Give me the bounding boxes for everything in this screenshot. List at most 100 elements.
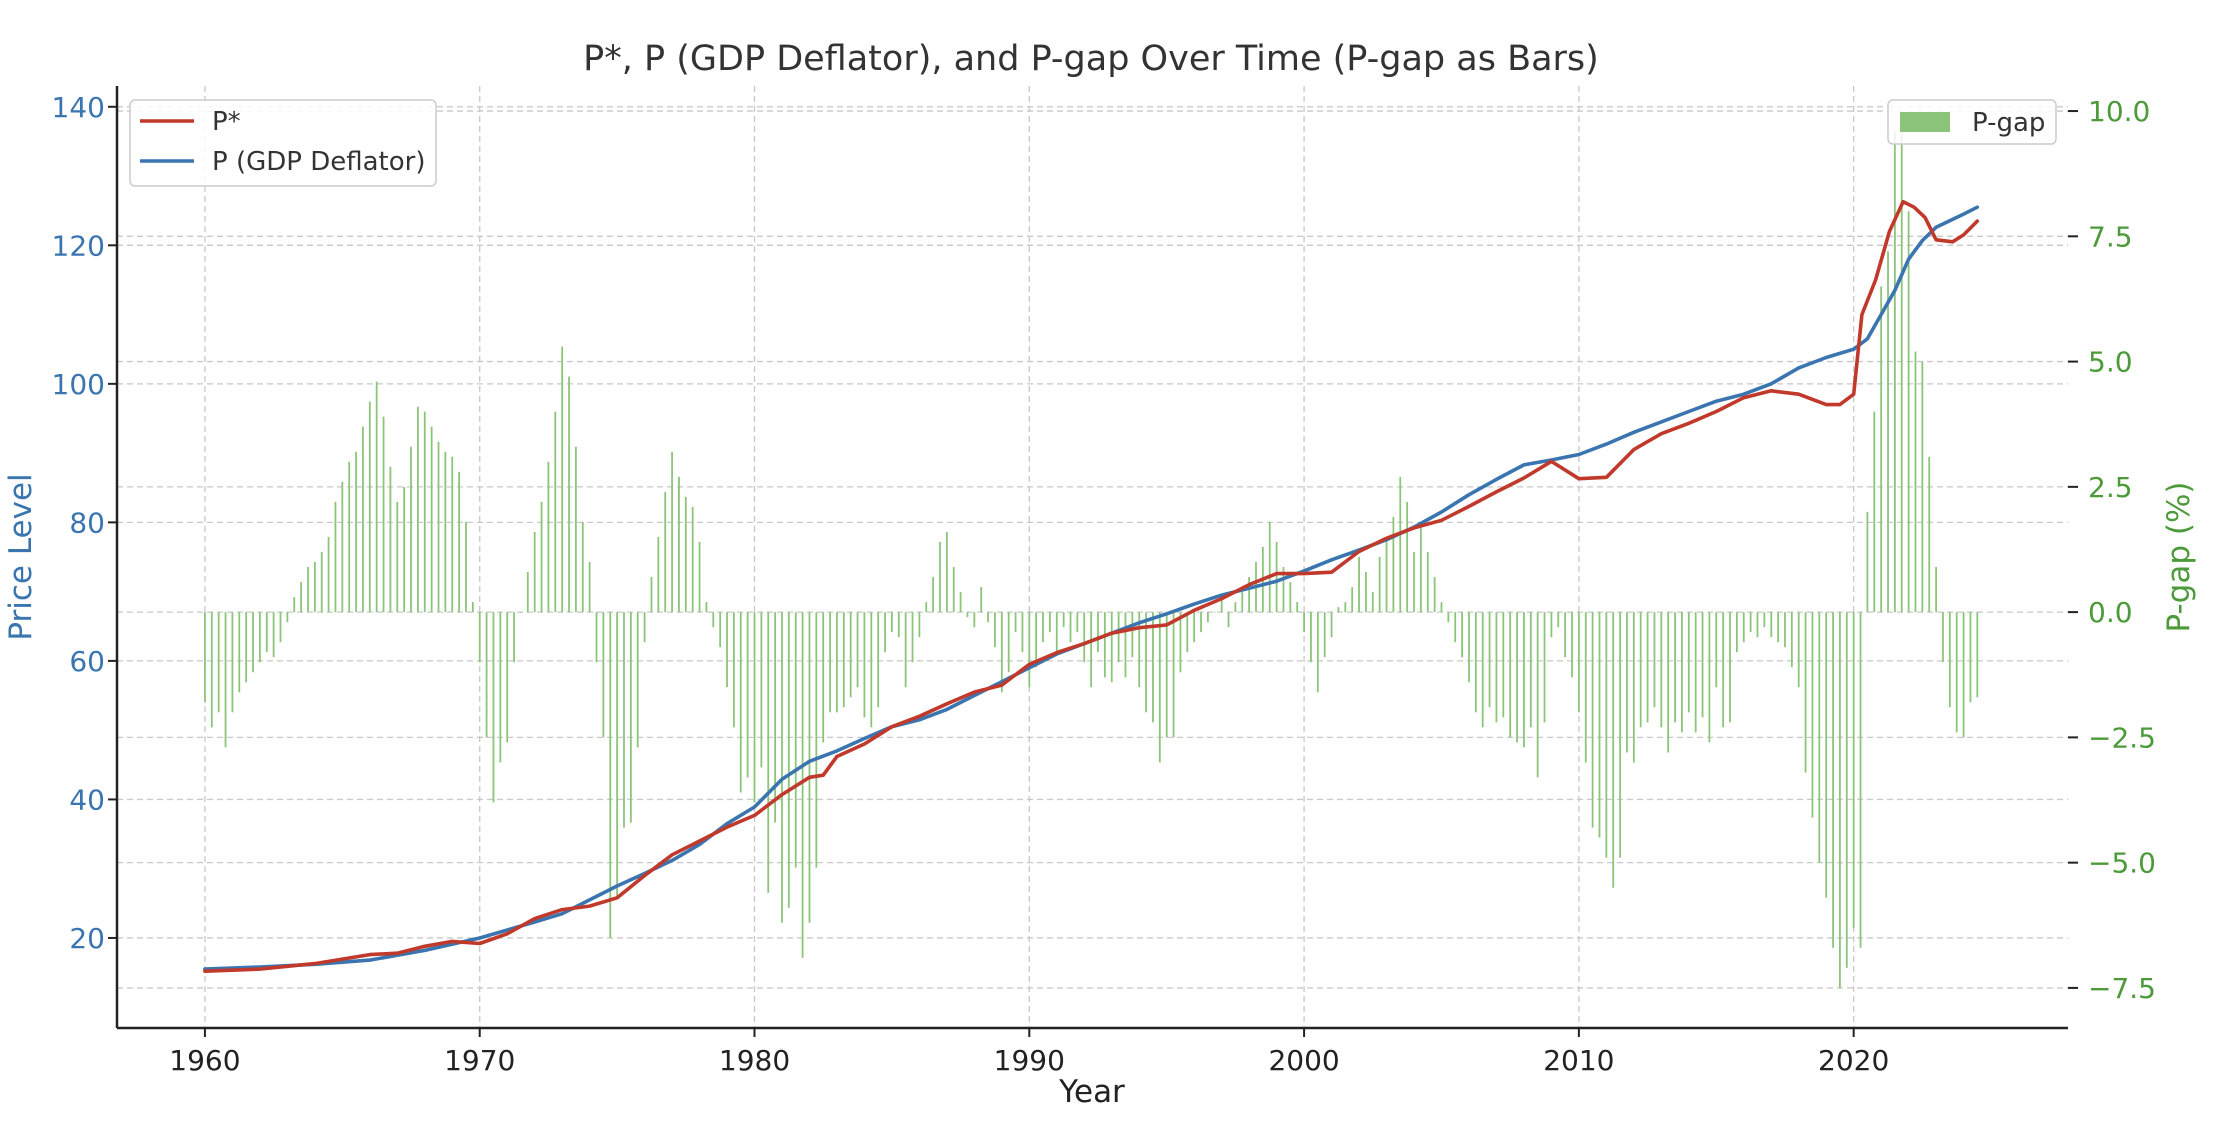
- p-gap-bar: [1310, 612, 1312, 663]
- right-gridlines: [117, 110, 2068, 989]
- legend-gap-label: P-gap: [1972, 108, 2045, 138]
- p-gap-bar: [1852, 612, 1855, 928]
- right-axis-ticks: −7.5 −5.0 −2.5 0.0 2.5 5.0 7.5 10.0: [2068, 95, 2156, 1005]
- p-gap-bar: [1887, 251, 1889, 613]
- left-tick-label: 60: [69, 645, 105, 678]
- p-gap-bar: [733, 612, 735, 728]
- p-gap-bar: [801, 612, 804, 958]
- p-gap-bar: [1660, 612, 1663, 728]
- p-gap-bar: [1893, 131, 1896, 613]
- p-gap-bar: [1976, 612, 1979, 698]
- p-gap-bar: [1152, 612, 1154, 723]
- p-gap-bar: [1811, 612, 1814, 818]
- p-gap-bar: [1303, 612, 1305, 633]
- p-gap-bar: [554, 411, 557, 613]
- p-gap-bar: [1330, 612, 1333, 638]
- p-gap-bar: [258, 612, 261, 663]
- right-tick-label: −5.0: [2088, 847, 2156, 880]
- p-gap-bar: [1550, 612, 1553, 638]
- x-tick-label: 1960: [169, 1044, 240, 1077]
- p-gap-bar: [1371, 592, 1374, 613]
- p-gap-bar: [1124, 612, 1127, 678]
- p-gap-bar: [1014, 612, 1017, 633]
- p-gap-bar: [1763, 612, 1766, 628]
- p-gap-bar: [1207, 612, 1209, 623]
- legend-p-label: P (GDP Deflator): [212, 147, 425, 177]
- p-gap-bar: [1488, 612, 1491, 708]
- p-gap-bar: [355, 451, 357, 613]
- right-axis-title: P-gap (%): [2161, 481, 2197, 632]
- p-gap-bar: [1777, 612, 1779, 643]
- p-gap-bar: [1626, 612, 1628, 753]
- p-gap-bar: [945, 531, 948, 613]
- p-gap-bar: [1158, 612, 1161, 763]
- p-gap-bar: [1845, 612, 1848, 968]
- p-gap-bar: [891, 612, 893, 633]
- p-gap-bar: [341, 481, 344, 613]
- p-gap-bar: [348, 461, 351, 613]
- p-gap-bar: [1509, 612, 1512, 738]
- p-gap-bar: [1962, 612, 1965, 738]
- p-gap-bar: [1138, 612, 1141, 688]
- p-gap-bar: [774, 612, 777, 823]
- p-gap-bar: [396, 501, 399, 613]
- p-gap-bar: [1399, 476, 1402, 613]
- p-gap-bar: [1028, 612, 1031, 688]
- p-gap-bar: [1282, 567, 1285, 613]
- p-gap-bar: [980, 587, 983, 613]
- p-gap-bars: [204, 121, 1979, 988]
- legend-gap-swatch: [1900, 112, 1950, 132]
- p-gap-bar: [1907, 211, 1910, 613]
- p-gap-bar: [1468, 612, 1470, 683]
- p-gap-bar: [1145, 612, 1147, 713]
- p-gap-bar: [334, 501, 337, 613]
- p-gap-bar: [1681, 612, 1683, 733]
- p-gap-bar: [918, 612, 921, 638]
- p-gap-bar: [1385, 536, 1388, 613]
- p-gap-bar: [746, 612, 749, 778]
- p-gap-bar: [1365, 572, 1367, 613]
- p-gap-bar: [1653, 612, 1656, 708]
- p-gap-bar: [1708, 612, 1711, 743]
- p-gap-bar: [1481, 612, 1484, 728]
- p-gap-bar: [533, 531, 536, 613]
- p-gap-bar: [1577, 612, 1580, 713]
- p-gap-bar: [1378, 557, 1381, 613]
- p-gap-bar: [389, 466, 392, 613]
- p-gap-bar: [1406, 501, 1409, 613]
- p-gap-bar: [1928, 456, 1931, 613]
- p-gap-bar: [1722, 612, 1725, 728]
- p-gap-bar: [1090, 612, 1093, 688]
- p-gap-bar: [471, 602, 474, 613]
- p-gap-bar: [526, 572, 529, 613]
- p-gap-bar: [1825, 612, 1828, 898]
- p-gap-bar: [1000, 612, 1003, 693]
- right-tick-label: 10.0: [2088, 95, 2150, 128]
- p-gap-bar: [1035, 612, 1038, 668]
- p-gap-bar: [465, 521, 467, 613]
- left-axis-title: Price Level: [3, 473, 39, 640]
- p-gap-bar: [836, 612, 838, 713]
- p-gap-bar: [1213, 612, 1216, 613]
- p-gap-bar: [884, 612, 886, 653]
- p-gap-bar: [629, 612, 632, 823]
- x-tick-label: 1970: [444, 1044, 515, 1077]
- p-gap-bar: [698, 541, 701, 613]
- p-gap-bar: [1007, 612, 1010, 673]
- p-gap-bar: [1234, 602, 1237, 613]
- p-gap-bar: [1694, 612, 1697, 733]
- p-gap-bar: [1598, 612, 1601, 838]
- p-gap-bar: [1715, 612, 1718, 688]
- p-gap-bar: [1227, 612, 1230, 628]
- p-gap-bar: [410, 446, 412, 613]
- p-gap-bar: [1571, 612, 1573, 678]
- p-gap-bar: [863, 612, 866, 718]
- p-gap-bar: [609, 612, 612, 938]
- p-gap-bar: [939, 541, 941, 613]
- p-gap-bar: [684, 496, 687, 613]
- p-gap-bar: [1275, 541, 1278, 613]
- p-gap-bar: [712, 612, 715, 628]
- p-gap-bar: [1536, 612, 1539, 778]
- p-gap-bar: [1049, 612, 1051, 633]
